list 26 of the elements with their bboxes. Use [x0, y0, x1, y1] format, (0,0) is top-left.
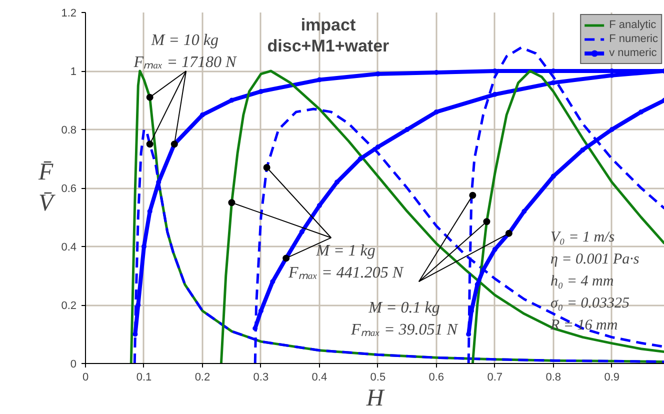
y-tick-label: 0: [70, 358, 77, 370]
x-tick-label: 0.9: [604, 372, 620, 384]
x-tick-label: 0.3: [253, 372, 269, 384]
y-axis-title: F̄ V̄: [38, 159, 56, 217]
y-tick-label: 0.2: [61, 300, 77, 312]
y-tick-label: 1: [70, 66, 77, 78]
y-tick-label: 0.4: [61, 242, 77, 254]
x-tick-label: 0.1: [136, 372, 152, 384]
legend-label: F analytic: [609, 18, 656, 32]
annotation: M = 10 kg Fₘₐₓ = 17180 N: [132, 32, 238, 71]
x-tick-label: 0: [82, 372, 89, 384]
x-tick-label: 0.5: [370, 372, 386, 384]
x-tick-label: 0.7: [487, 372, 503, 384]
legend-label: F numeric: [609, 32, 658, 46]
text: impact disc+M1+water: [267, 16, 390, 56]
y-tick-label: 1.2: [61, 8, 77, 20]
x-tick-label: 0.2: [194, 372, 210, 384]
y-tick-label: 0.6: [61, 183, 77, 195]
x-tick-label: 0.4: [312, 372, 328, 384]
legend-label: v numeric: [609, 46, 657, 60]
x-tick-label: 0.8: [546, 372, 562, 384]
x-tick-label: 0.6: [428, 372, 444, 384]
y-tick-label: 0.8: [61, 124, 77, 136]
annotation: M = 1 kg Fₘₐₓ = 441.205 N: [288, 242, 404, 282]
x-axis-title: H: [365, 386, 386, 412]
annotation: M = 0.1 kg Fₘₐₓ = 39.051 N: [350, 299, 459, 338]
